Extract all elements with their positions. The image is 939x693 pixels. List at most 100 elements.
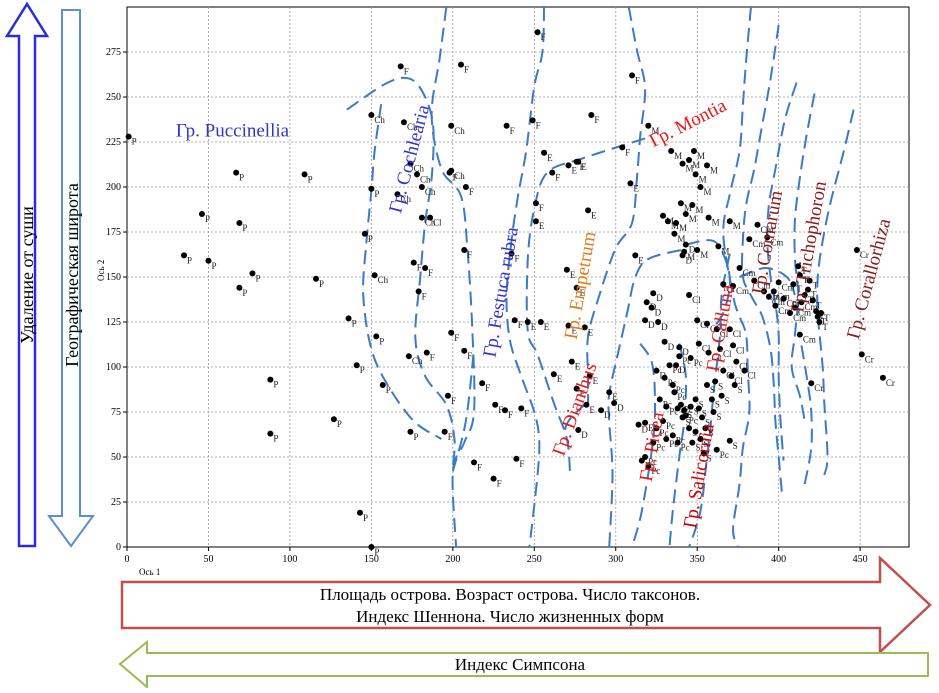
data-point-label: Cm [770,237,783,247]
area-arrow-line1: Площадь острова. Возраст острова. Число … [320,585,700,604]
data-point [661,374,668,381]
data-point-label: Pc [676,385,685,395]
data-point-label: Ch [425,218,436,228]
data-point-label: D [656,293,663,303]
group-boundary-curve [722,6,752,548]
data-point [394,191,401,198]
data-point-label: F [477,462,482,472]
data-point-label: Cl [733,329,742,339]
data-point-label: F [536,120,541,130]
plot-area: 0 50 100 150 200 250 300 350 400 450 0 25 50 75 100 12… [96,6,910,577]
data-point [687,355,694,361]
data-point [422,265,429,271]
data-point [681,248,688,255]
data-point-label: Pc [666,421,675,431]
data-point-label: S [694,407,699,417]
distance-arrow-label: Удаление от суши [17,206,37,344]
x-tick-label: 400 [771,554,786,565]
data-point-label: E [570,270,576,280]
data-point-label: M [700,250,708,260]
data-point-label: S [710,385,715,395]
data-point [816,319,823,325]
data-point [508,250,515,257]
data-point-label: S [707,453,712,463]
data-point-label: F [518,320,523,330]
data-point-label: F [464,65,469,75]
data-point [513,455,520,462]
data-point [585,207,592,214]
y-tick-label: 175 [106,227,121,238]
group-boundary-curve [562,402,588,438]
data-point-label: E [633,183,639,193]
data-point-label: F [467,250,472,260]
data-point [726,437,733,444]
data-point [663,436,670,442]
data-point [736,265,743,271]
data-point [446,169,453,176]
data-point-label: F [467,351,472,361]
data-point [720,281,727,288]
area-arrow: Площадь острова. Возраст острова. Число … [120,555,932,655]
data-point-label: Ch [400,194,411,204]
data-point-label: P [211,261,216,271]
data-point [653,425,660,432]
data-point-label: Pc [659,428,668,438]
data-point [565,162,572,169]
data-point [853,247,860,253]
data-point [312,275,319,282]
x-axis-label: Ось 1 [139,567,160,577]
data-point-label: Cl [702,344,711,354]
data-point-label: F [454,333,459,343]
data-point [532,218,539,225]
data-point [588,112,595,118]
data-point-label: Cr [814,383,823,393]
data-point [656,396,663,403]
data-point [518,405,525,412]
data-point-label: F [555,173,560,183]
data-point-label: T [811,290,817,300]
data-point-label: P [308,174,313,184]
y-tick-label: 225 [106,137,121,148]
data-point-label: Pc [651,466,660,476]
data-point-label: E [593,376,599,386]
data-point-label: Cl [433,218,442,228]
data-point-label: Cl [739,362,748,372]
data-point [565,322,572,329]
data-point-label: M [687,252,695,262]
data-point-label: M [733,221,741,231]
data-point-label: M [721,246,729,256]
data-point [671,389,678,396]
data-point [710,409,717,415]
area-arrow-line2: Индекс Шеннона. Число жизненных форм [356,607,664,626]
data-point [611,400,618,406]
data-point [694,317,701,324]
data-point [345,315,352,322]
data-point-label: F [428,268,433,278]
y-axis-label: Ось 2 [96,260,106,281]
data-point-label: F [625,147,630,157]
data-point-label: D [661,322,668,332]
data-point [205,257,212,264]
data-point [754,221,761,228]
data-point [490,475,497,482]
data-point [689,202,696,208]
group-boundary-curve [451,348,476,472]
data-point [717,346,724,352]
data-point [586,373,593,379]
data-point-label: Ch [454,171,465,181]
y-tick-label: 275 [106,47,121,58]
data-point-label: S [738,385,743,395]
data-point [632,252,639,259]
data-point-label: E [581,162,587,172]
data-point-label: S [702,408,707,418]
data-point [462,184,469,190]
data-point-label: T [816,300,822,310]
data-point-label: F [404,66,409,76]
data-point-label: P [374,547,379,557]
data-point-label: Pc [684,405,693,415]
data-point [676,353,683,360]
data-point-label: E [588,327,594,337]
data-point-label: E [648,423,654,433]
data-point [700,450,707,457]
data-point [689,439,696,446]
